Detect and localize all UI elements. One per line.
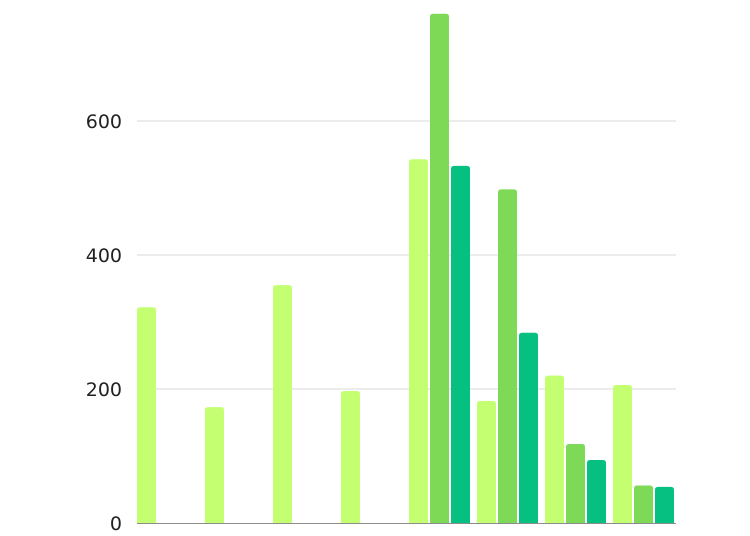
y-tick-label: 0 [110, 513, 122, 535]
bar-series-1 [273, 285, 292, 523]
bar-series-2 [634, 485, 653, 523]
bar-series-1 [341, 391, 360, 523]
bar-series-1 [205, 407, 224, 523]
gridlines [137, 120, 676, 390]
y-axis-ticks: 0 200 400 600 [86, 111, 122, 535]
bar-series-1 [613, 384, 632, 523]
bar-series-1 [137, 307, 156, 523]
bar-series-2 [498, 189, 517, 523]
y-tick-label: 600 [86, 111, 122, 133]
y-tick-label: 400 [86, 245, 122, 267]
y-tick-label: 200 [86, 379, 122, 401]
bar-series-2 [430, 13, 449, 524]
bars [137, 13, 674, 524]
bar-series-3 [519, 332, 538, 523]
bar-series-2 [566, 443, 585, 523]
bar-series-3 [655, 486, 674, 523]
bar-series-1 [409, 159, 428, 523]
bar-series-3 [587, 460, 606, 523]
bar-series-3 [451, 165, 470, 523]
bar-series-1 [545, 375, 564, 523]
bar-series-1 [477, 401, 496, 523]
